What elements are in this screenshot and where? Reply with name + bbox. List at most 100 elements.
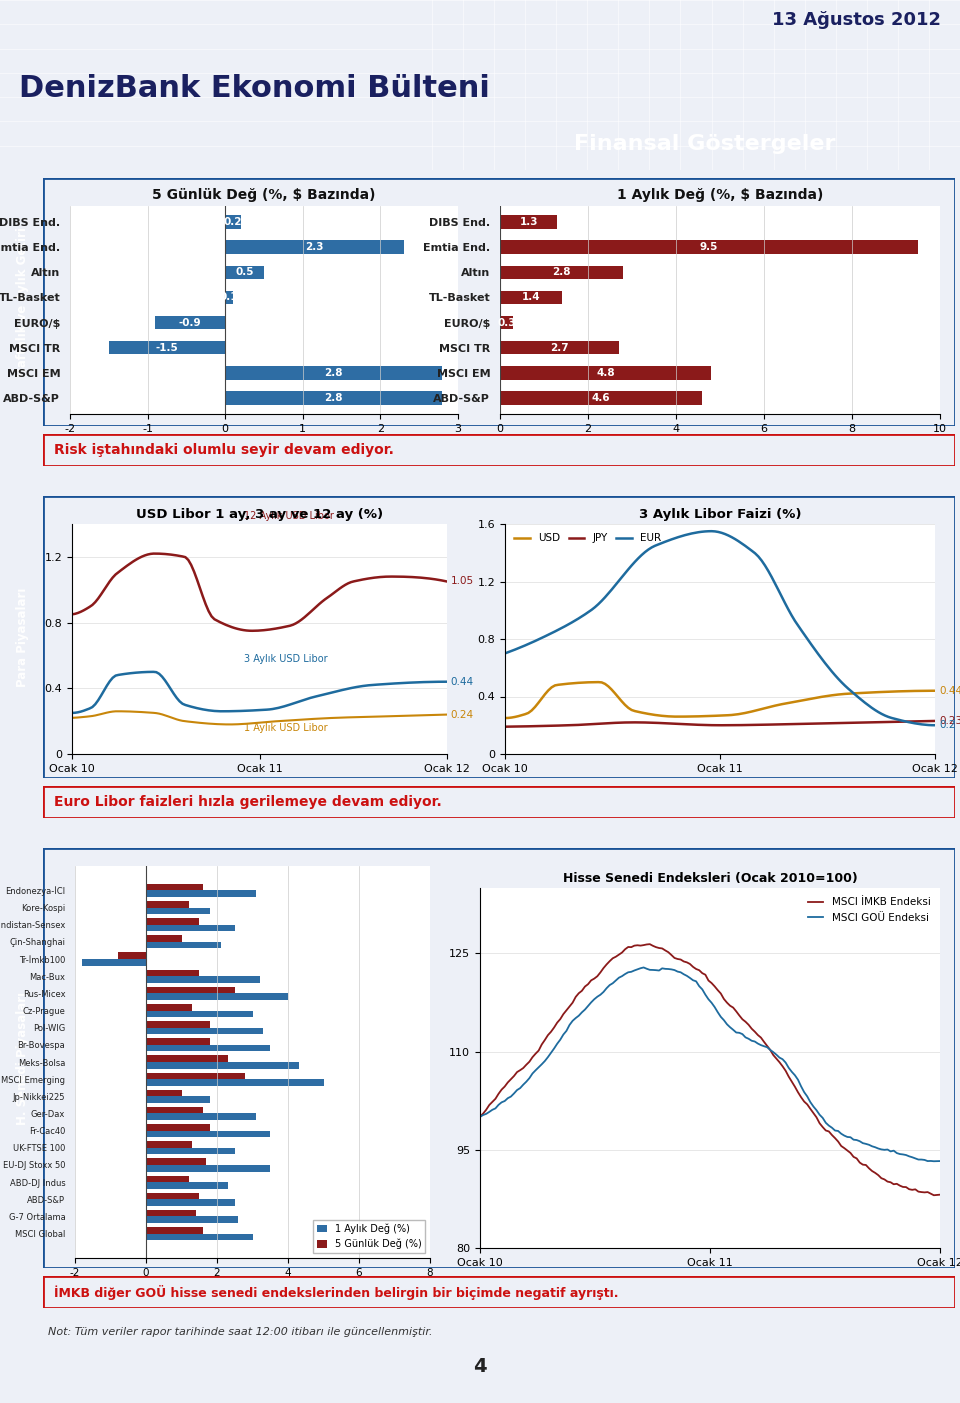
Bar: [146, 1062, 299, 1069]
Text: 0.5: 0.5: [235, 268, 253, 278]
Bar: [226, 216, 241, 229]
Bar: [146, 1164, 271, 1172]
Bar: [146, 918, 200, 925]
Text: 4.8: 4.8: [596, 368, 615, 377]
Bar: [146, 1141, 192, 1148]
Line: EUR: EUR: [505, 532, 935, 725]
Bar: [146, 1038, 210, 1045]
Text: -0.9: -0.9: [179, 317, 202, 327]
MSCI GOÜ Endeksi: [718, 1012, 730, 1028]
Bar: [146, 1010, 252, 1017]
Bar: [146, 1216, 238, 1223]
USD: [619, 696, 631, 713]
MSCI İMKB Endeksi: [660, 941, 671, 958]
EUR: [819, 655, 830, 672]
Title: 3 Aylık Libor Faizi (%): 3 Aylık Libor Faizi (%): [638, 508, 802, 522]
Title: 5 Günlük Değ (%, $ Bazında): 5 Günlük Değ (%, $ Bazında): [153, 188, 375, 202]
Bar: [500, 341, 619, 355]
Text: Para Piyasaları: Para Piyasaları: [16, 588, 29, 686]
Text: 1.05: 1.05: [451, 577, 474, 586]
Legend: USD, JPY, EUR: USD, JPY, EUR: [510, 529, 665, 547]
MSCI İMKB Endeksi: [626, 939, 637, 955]
Bar: [146, 936, 181, 941]
Bar: [500, 290, 562, 304]
Text: 2.3: 2.3: [305, 243, 324, 253]
Text: 1.4: 1.4: [521, 292, 540, 303]
Text: 1.3: 1.3: [519, 217, 538, 227]
Text: 0.3: 0.3: [497, 317, 516, 327]
Bar: [146, 1159, 206, 1164]
Bar: [146, 1200, 235, 1205]
Text: Euro Libor faizleri hızla gerilemeye devam ediyor.: Euro Libor faizleri hızla gerilemeye dev…: [54, 796, 442, 810]
Bar: [146, 993, 288, 1000]
Title: 1 Aylık Değ (%, $ Bazında): 1 Aylık Değ (%, $ Bazında): [617, 188, 823, 202]
Legend: 1 Aylık Değ (%), 5 Günlük Değ (%): 1 Aylık Değ (%), 5 Günlük Değ (%): [313, 1219, 425, 1253]
MSCI GOÜ Endeksi: [660, 961, 671, 978]
Title: USD Libor 1 ay, 3 ay ve 12 ay (%): USD Libor 1 ay, 3 ay ve 12 ay (%): [136, 508, 383, 522]
Line: JPY: JPY: [505, 721, 935, 727]
JPY: [876, 714, 887, 731]
Bar: [500, 366, 711, 379]
MSCI İMKB Endeksi: [644, 936, 656, 953]
Bar: [146, 1073, 246, 1079]
Bar: [146, 1124, 210, 1131]
Bar: [226, 366, 443, 379]
MSCI İMKB Endeksi: [934, 1187, 946, 1204]
MSCI İMKB Endeksi: [718, 991, 730, 1007]
Bar: [146, 1183, 228, 1188]
Bar: [146, 1233, 252, 1240]
Bar: [83, 960, 146, 965]
Bar: [146, 891, 256, 897]
Bar: [226, 391, 443, 404]
EUR: [726, 529, 737, 546]
USD: [786, 694, 798, 711]
USD: [819, 687, 830, 704]
JPY: [499, 718, 511, 735]
MSCI GOÜ Endeksi: [474, 1108, 486, 1125]
Bar: [146, 1193, 200, 1200]
Bar: [146, 1228, 203, 1233]
Bar: [156, 316, 226, 330]
Text: 0.23: 0.23: [939, 716, 960, 725]
Text: 0.1: 0.1: [220, 292, 238, 303]
Text: 1 Aylık USD Libor: 1 Aylık USD Libor: [245, 723, 328, 732]
MSCI İMKB Endeksi: [474, 1108, 486, 1125]
Text: Finansal Göstergeler: Finansal Göstergeler: [574, 135, 836, 154]
JPY: [929, 713, 941, 730]
Bar: [146, 908, 210, 913]
MSCI İMKB Endeksi: [857, 1156, 869, 1173]
Bar: [146, 884, 203, 891]
MSCI İMKB Endeksi: [736, 1012, 748, 1028]
Bar: [146, 976, 259, 982]
Title: Hisse Senedi Endeksleri (Ocak 2010=100): Hisse Senedi Endeksleri (Ocak 2010=100): [563, 873, 857, 885]
Bar: [500, 265, 623, 279]
Text: H. Senedi Piyasaları: H. Senedi Piyasaları: [16, 992, 29, 1125]
Bar: [146, 1176, 188, 1183]
Line: MSCI İMKB Endeksi: MSCI İMKB Endeksi: [480, 944, 940, 1195]
Bar: [146, 925, 235, 932]
Bar: [500, 391, 703, 404]
Text: 2.7: 2.7: [550, 342, 568, 352]
JPY: [863, 714, 875, 731]
EUR: [839, 678, 851, 694]
Bar: [146, 1021, 210, 1027]
Text: 0.44: 0.44: [451, 676, 474, 686]
Text: 0.44: 0.44: [939, 686, 960, 696]
Text: Haftalık ve Aylık Getiri: Haftalık ve Aylık Getiri: [16, 227, 29, 377]
Text: İMKB diğer GOÜ hisse senedi endekslerinden belirgin bir biçimde negatif ayrıştı.: İMKB diğer GOÜ hisse senedi endekslerind…: [54, 1285, 618, 1299]
Bar: [500, 316, 514, 330]
Text: 2.8: 2.8: [324, 368, 343, 377]
Bar: [146, 1027, 263, 1034]
Text: 0.24: 0.24: [451, 710, 474, 720]
Bar: [146, 1055, 228, 1062]
Bar: [146, 1096, 210, 1103]
MSCI GOÜ Endeksi: [736, 1026, 748, 1042]
Text: 4: 4: [473, 1358, 487, 1376]
Bar: [117, 953, 146, 960]
Bar: [108, 341, 226, 355]
Bar: [146, 1107, 203, 1114]
Text: 9.5: 9.5: [700, 243, 718, 253]
Bar: [146, 1045, 271, 1051]
MSCI GOÜ Endeksi: [928, 1153, 940, 1170]
EUR: [616, 570, 628, 586]
